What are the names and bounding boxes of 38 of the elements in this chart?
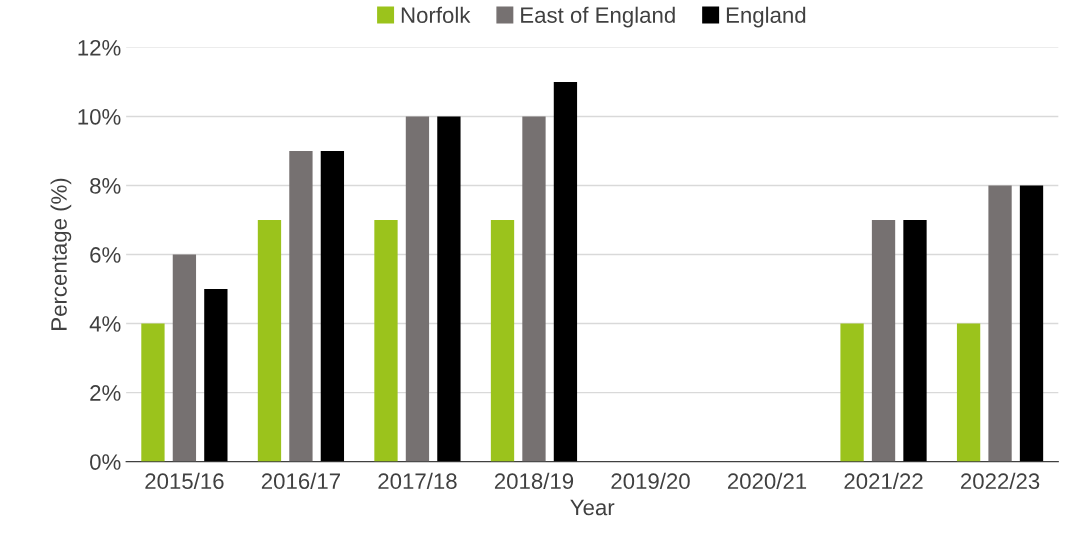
x-tick-label: 2019/20 xyxy=(611,472,690,490)
y-tick-label: 10% xyxy=(78,108,121,125)
y-tick-label: 6% xyxy=(90,247,121,263)
x-tick-label: 2016/17 xyxy=(261,472,340,490)
x-axis-title: Year xyxy=(570,499,615,516)
bar xyxy=(840,323,864,462)
bar xyxy=(522,116,546,462)
y-tick-label: 8% xyxy=(90,178,121,194)
y-tick-label: 4% xyxy=(89,316,121,332)
bar xyxy=(437,116,461,462)
bar xyxy=(871,220,896,462)
y-tick-label: 0% xyxy=(90,454,121,470)
x-tick-label: 2017/18 xyxy=(378,472,457,490)
bar xyxy=(257,220,282,462)
bar xyxy=(903,220,927,462)
bar xyxy=(374,220,398,462)
bar xyxy=(320,150,345,462)
bar xyxy=(204,289,228,462)
legend-label: Norfolk xyxy=(401,6,471,24)
x-tick-label: 2021/22 xyxy=(844,472,923,490)
bar xyxy=(956,323,981,462)
bar xyxy=(172,254,197,462)
y-tick-label: 2% xyxy=(90,385,121,401)
x-tick-label: 2020/21 xyxy=(727,472,807,490)
bar xyxy=(141,323,165,462)
y-tick-label: 12% xyxy=(78,39,121,56)
legend-label: England xyxy=(726,6,806,28)
legend-label: East of England xyxy=(521,6,675,28)
bar xyxy=(289,150,313,462)
bar xyxy=(1019,185,1044,462)
bar xyxy=(988,185,1012,462)
bar xyxy=(553,81,578,462)
x-tick-label: 2018/19 xyxy=(494,472,574,490)
bar xyxy=(490,220,515,462)
x-tick-label: 2022/23 xyxy=(961,472,1040,490)
y-axis-title: Percentage (%) xyxy=(50,178,72,330)
bar xyxy=(405,116,430,462)
x-tick-label: 2015/16 xyxy=(145,472,224,490)
